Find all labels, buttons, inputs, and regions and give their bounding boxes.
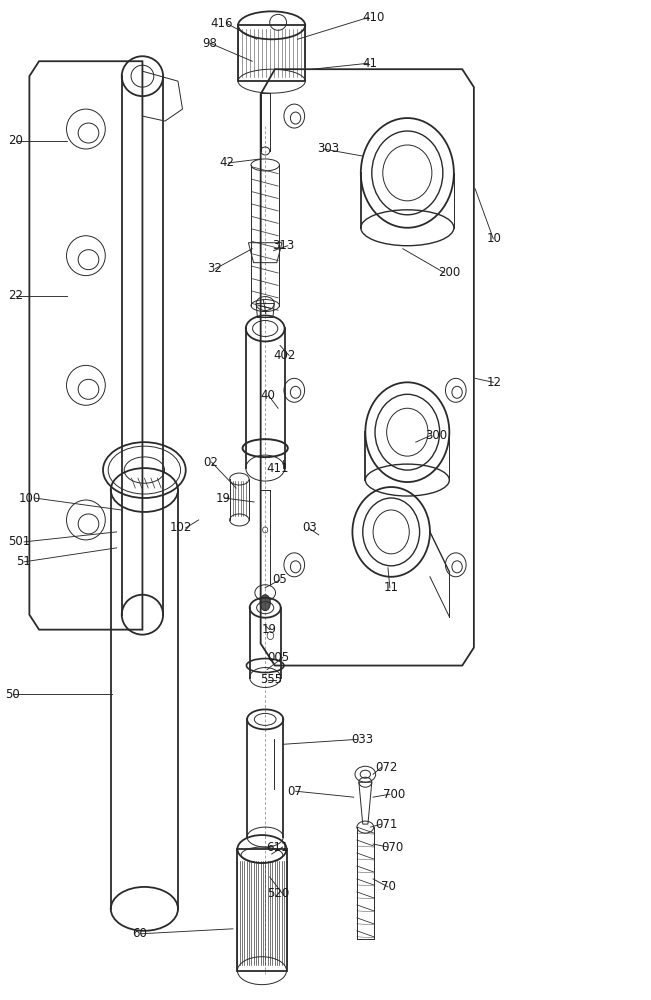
- Text: 10: 10: [487, 232, 502, 245]
- Text: 02: 02: [203, 456, 218, 469]
- Text: 100: 100: [19, 492, 41, 505]
- Text: 41: 41: [362, 57, 377, 70]
- Text: 51: 51: [16, 555, 31, 568]
- Text: 12: 12: [487, 376, 502, 389]
- Text: 07: 07: [287, 785, 302, 798]
- Text: 303: 303: [317, 142, 339, 155]
- Text: 42: 42: [220, 156, 235, 169]
- Text: 410: 410: [362, 11, 385, 24]
- Text: 071: 071: [375, 818, 397, 831]
- Text: 20: 20: [8, 134, 23, 147]
- Text: 40: 40: [260, 389, 275, 402]
- Text: 05: 05: [271, 573, 286, 586]
- Text: 072: 072: [375, 761, 397, 774]
- Text: 520: 520: [267, 887, 289, 900]
- Text: 32: 32: [207, 262, 222, 275]
- Text: 402: 402: [273, 349, 296, 362]
- Text: 50: 50: [5, 688, 20, 701]
- Text: 033: 033: [351, 733, 373, 746]
- Text: 60: 60: [132, 927, 147, 940]
- Text: 11: 11: [383, 581, 398, 594]
- Text: 416: 416: [210, 17, 233, 30]
- Text: 70: 70: [381, 880, 396, 893]
- Text: 070: 070: [381, 841, 404, 854]
- Text: 611: 611: [267, 841, 289, 854]
- Text: 313: 313: [272, 239, 294, 252]
- Text: 700: 700: [383, 788, 406, 801]
- Text: 102: 102: [170, 521, 192, 534]
- Text: 200: 200: [437, 266, 460, 279]
- Text: 300: 300: [424, 429, 447, 442]
- Text: 005: 005: [267, 651, 289, 664]
- Text: 22: 22: [8, 289, 23, 302]
- Text: 501: 501: [8, 535, 31, 548]
- Ellipse shape: [260, 595, 270, 611]
- Text: 03: 03: [302, 521, 317, 534]
- Text: 19: 19: [216, 492, 231, 505]
- Text: 19: 19: [261, 623, 276, 636]
- Text: 411: 411: [267, 462, 289, 475]
- Text: 555: 555: [260, 673, 283, 686]
- Text: 98: 98: [202, 37, 217, 50]
